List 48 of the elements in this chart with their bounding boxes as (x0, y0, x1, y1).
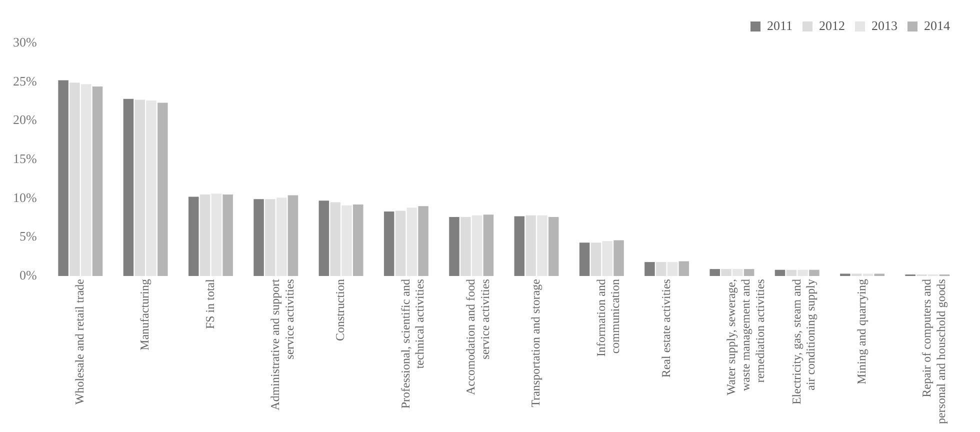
legend-label: 2014 (924, 18, 950, 33)
x-tick-label: FS in total (202, 278, 217, 330)
bar (188, 196, 199, 276)
bar (384, 212, 394, 276)
x-tick-label: Mining and quarrying (854, 279, 868, 384)
bar (318, 200, 330, 276)
x-tick-label: Construction (333, 279, 348, 342)
bar (614, 240, 624, 276)
bar (548, 216, 559, 276)
bar (123, 98, 134, 276)
bar (449, 216, 460, 276)
bar (288, 195, 298, 276)
bar (874, 274, 884, 276)
bar (222, 194, 233, 276)
x-tick-label: Professional, scientific and technical activities (398, 278, 427, 409)
x-tick-label: Transportation and storage (528, 279, 543, 408)
y-tick-label: 0% (19, 267, 37, 282)
bar (483, 214, 494, 276)
x-tick-label: Wholesale and retail trade (72, 279, 87, 405)
bar (579, 242, 590, 276)
bar (744, 269, 754, 276)
y-tick-label: 15% (12, 150, 37, 166)
legend-label: 2012 (819, 18, 845, 33)
bar (809, 270, 820, 276)
y-tick-label: 25% (12, 73, 37, 88)
y-tick-label: 5% (19, 228, 37, 244)
legend-label: 2013 (872, 18, 898, 33)
bar (58, 80, 68, 276)
legend-label: 2011 (766, 18, 793, 33)
bar (840, 274, 850, 276)
bar (353, 204, 364, 276)
x-tick-label: Real estate activities (658, 278, 673, 378)
bar (254, 199, 264, 276)
bar (678, 261, 690, 276)
y-tick-label: 20% (12, 112, 37, 128)
bar (92, 86, 103, 276)
x-tick-label: Information and communication (594, 279, 622, 357)
bar (418, 206, 428, 276)
x-tick-label: Water supply, sewerage, waste management and remediation activities (724, 278, 767, 396)
bar (158, 102, 168, 276)
bar (514, 216, 525, 276)
bar (710, 269, 720, 276)
y-tick-label: 10% (12, 190, 37, 205)
x-tick-label: Administrative and support service activities (268, 278, 296, 410)
x-tick-label: Manufacturing (138, 279, 152, 350)
bar (774, 270, 786, 276)
y-tick-label: 30% (12, 34, 37, 50)
bar (644, 262, 655, 276)
